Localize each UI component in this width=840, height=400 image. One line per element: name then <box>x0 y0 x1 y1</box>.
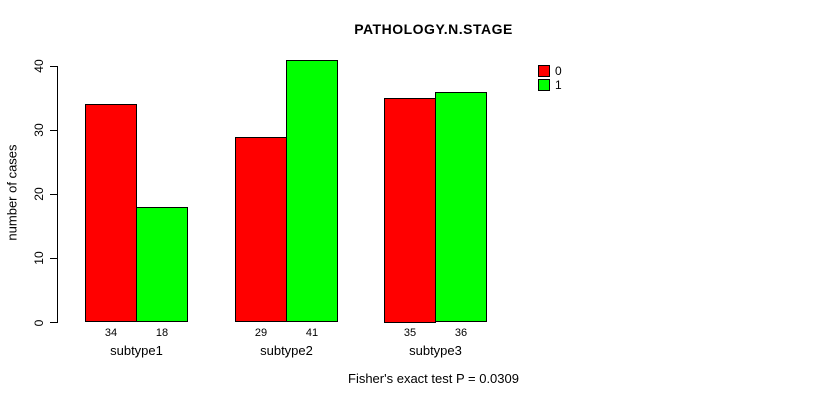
bar-subtype2-series-0 <box>235 136 287 323</box>
category-label-subtype3: subtype3 <box>409 343 462 358</box>
legend-swatch-1 <box>538 79 550 91</box>
legend-label: 1 <box>555 78 562 92</box>
bar-value-label: 18 <box>155 327 169 339</box>
bar-subtype1-series-1 <box>136 207 188 323</box>
bar-value-label: 35 <box>403 327 417 339</box>
y-tick-mark <box>50 322 57 323</box>
bar-value-label: 36 <box>454 327 468 339</box>
chart-title: PATHOLOGY.N.STAGE <box>354 21 513 37</box>
bar-value-label: 29 <box>254 327 268 339</box>
bar-subtype1-series-0 <box>85 104 137 323</box>
footer-annotation: Fisher's exact test P = 0.0309 <box>348 371 519 386</box>
y-tick-label: 30 <box>32 123 46 137</box>
y-tick-label: 10 <box>32 251 46 266</box>
legend-item-0: 0 <box>538 65 562 77</box>
y-tick-label: 20 <box>32 187 46 201</box>
y-tick-mark <box>50 65 57 67</box>
y-tick-label: 40 <box>32 59 46 73</box>
y-axis-title: number of cases <box>4 144 20 241</box>
y-tick-label: 0 <box>32 319 46 326</box>
category-label-subtype2: subtype2 <box>260 343 313 358</box>
bar-subtype3-series-0 <box>384 98 436 323</box>
category-label-subtype1: subtype1 <box>110 343 163 358</box>
y-tick-mark <box>50 193 57 195</box>
bar-value-label: 34 <box>104 327 118 339</box>
y-axis-line <box>57 66 58 323</box>
legend-label: 0 <box>555 64 562 78</box>
bar-subtype2-series-1 <box>286 59 338 323</box>
bar-value-label: 41 <box>305 327 319 339</box>
legend-item-1: 1 <box>538 79 562 91</box>
bar-subtype3-series-1 <box>435 91 487 323</box>
legend-swatch-0 <box>538 65 550 77</box>
y-tick-mark <box>50 129 57 131</box>
y-tick-mark <box>50 257 57 259</box>
